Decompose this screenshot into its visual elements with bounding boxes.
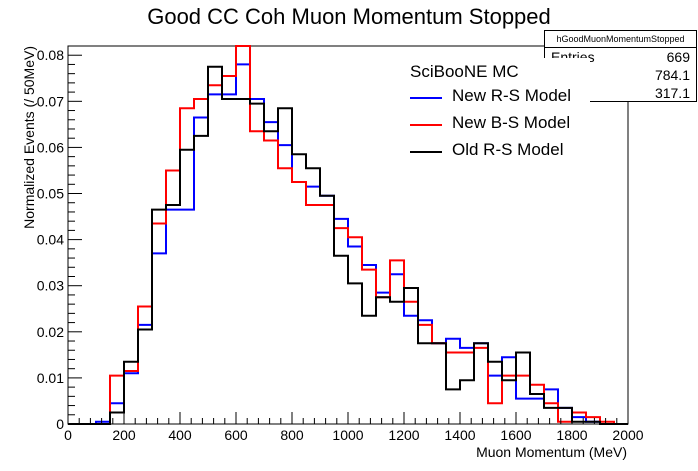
- stats-row-rms: 317.1: [551, 85, 690, 103]
- stats-value: 669: [666, 49, 690, 65]
- chart-title: Good CC Coh Muon Momentum Stopped: [147, 4, 551, 29]
- stats-row-mean: 784.1: [551, 67, 690, 85]
- x-tick-label: 1200: [388, 427, 419, 443]
- y-tick-label: 0.08: [37, 47, 64, 63]
- histogram-line-new-r-s-model: [68, 63, 628, 425]
- x-tick-label: 1000: [332, 427, 363, 443]
- x-axis-ticks: 0 200 400 600 800 1000 1200 1400 1600 1800 2000: [64, 412, 644, 443]
- stats-value: 317.1: [654, 85, 690, 101]
- y-tick-label: 0.01: [37, 370, 64, 386]
- x-tick-label: 800: [280, 427, 304, 443]
- histogram-line-old-r-s-model: [68, 65, 628, 425]
- legend-label: Old R-S Model: [452, 140, 564, 159]
- histogram-line-new-b-s-model: [68, 45, 628, 425]
- x-tick-label: 400: [168, 427, 192, 443]
- x-tick-label: 200: [112, 427, 136, 443]
- y-tick-label: 0.06: [37, 139, 64, 155]
- histogram-series-group: [68, 45, 628, 425]
- legend-label: New B-S Model: [452, 113, 571, 132]
- legend: SciBooNE MC New R-S Model New B-S Model …: [400, 58, 590, 168]
- y-tick-label: 0.07: [37, 93, 64, 109]
- y-axis-ticks: 0 0.01 0.02 0.03 0.04 0.05 0.06 0.07 0.08: [37, 45, 82, 432]
- x-tick-label: 0: [64, 427, 72, 443]
- x-tick-label: 1600: [500, 427, 531, 443]
- x-tick-label: 1800: [556, 427, 587, 443]
- y-tick-label: 0.02: [37, 324, 64, 340]
- y-tick-label: 0.03: [37, 278, 64, 294]
- legend-swatch: [410, 97, 442, 99]
- x-tick-label: 600: [224, 427, 248, 443]
- legend-swatch: [410, 124, 442, 126]
- y-tick-label: 0: [56, 416, 64, 432]
- x-tick-label: 2000: [612, 427, 643, 443]
- stats-box-name: hGoodMuonMomentumStopped: [545, 31, 696, 48]
- legend-swatch: [410, 151, 442, 153]
- y-tick-label: 0.05: [37, 186, 64, 202]
- legend-label: New R-S Model: [452, 86, 572, 105]
- y-tick-label: 0.04: [37, 232, 64, 248]
- x-tick-label: 1400: [444, 427, 475, 443]
- y-axis-label: Normalized Events (/ 50MeV): [21, 46, 37, 229]
- stats-value: 784.1: [654, 67, 690, 83]
- legend-header: SciBooNE MC: [410, 62, 519, 81]
- x-axis-label: Muon Momentum (MeV): [476, 444, 627, 460]
